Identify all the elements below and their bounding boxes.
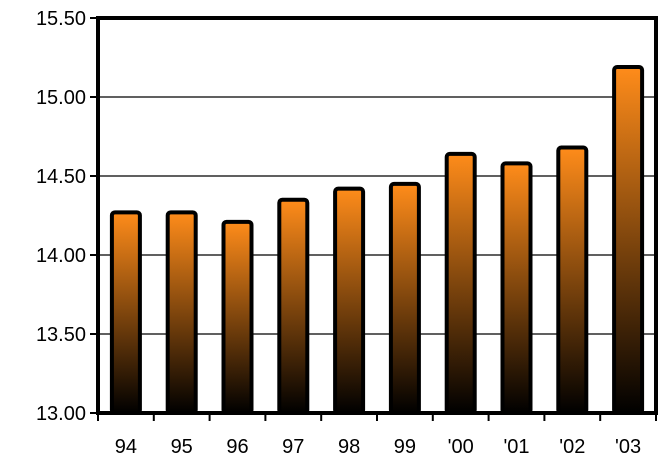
bar-8 [556, 145, 589, 415]
y-tick-label: 15.00 [36, 87, 86, 109]
x-tick-label: 95 [171, 436, 193, 458]
bar-0 [109, 210, 142, 415]
y-tick-label: 13.00 [36, 403, 86, 425]
bars [109, 64, 645, 415]
bar-9 [612, 64, 645, 415]
y-tick-label: 14.50 [36, 166, 86, 188]
x-tick-label: '01 [503, 436, 529, 458]
y-tick-label: 14.00 [36, 245, 86, 267]
bar-7 [500, 161, 533, 415]
y-axis: 13.00 13.50 14.00 14.50 15.00 15.50 [36, 8, 98, 425]
bar-3 [277, 197, 310, 415]
x-tick-label: 98 [338, 436, 360, 458]
x-axis: 94 95 96 97 98 99 '00 '01 '02 '03 [97, 413, 657, 458]
x-tick-label: 94 [115, 436, 137, 458]
y-tick-label: 13.50 [36, 324, 86, 346]
x-tick-label: 97 [282, 436, 304, 458]
y-tick-label: 15.50 [36, 8, 86, 30]
x-tick-label: '02 [559, 436, 585, 458]
bar-5 [388, 181, 421, 415]
bar-2 [221, 219, 254, 415]
x-tick-label: '03 [615, 436, 641, 458]
x-tick-label: 99 [394, 436, 416, 458]
bar-6 [444, 151, 477, 415]
x-tick-label: 96 [226, 436, 248, 458]
bar-4 [333, 186, 366, 415]
bar-1 [165, 210, 198, 415]
x-tick-label: '00 [448, 436, 474, 458]
